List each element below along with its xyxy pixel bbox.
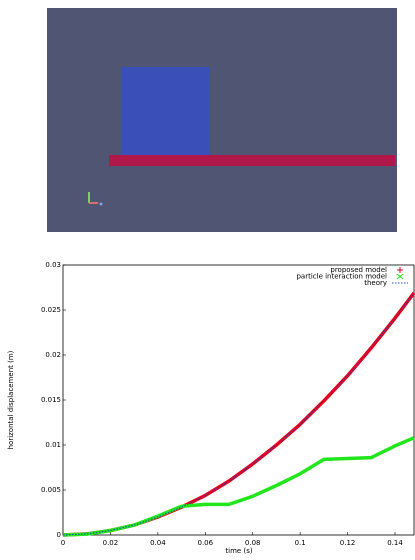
series-line — [63, 293, 414, 535]
x-tick-label: 0.06 — [198, 539, 214, 547]
x-axis-label: time (s) — [225, 547, 252, 555]
y-tick-label: 0.01 — [45, 441, 61, 449]
axis-gizmo-z — [100, 203, 103, 206]
y-tick-label: 0.03 — [45, 261, 61, 269]
x-tick-label: 0.04 — [150, 539, 166, 547]
x-tick-label: 0 — [61, 539, 65, 547]
y-tick-label: 0.005 — [41, 486, 61, 494]
y-tick-label: 0 — [57, 531, 61, 539]
figure: time (s) horizontal displacement (m) 0 0.… — [0, 0, 415, 560]
x-tick-label: 0.02 — [103, 539, 119, 547]
x-tick-label: 0.12 — [340, 539, 356, 547]
plot-frame — [63, 265, 414, 535]
series-line — [63, 293, 414, 535]
y-tick-label: 0.015 — [41, 396, 61, 404]
series-line — [63, 438, 414, 535]
fluid-block — [121, 67, 210, 156]
page: {"chart_data": { "type": "line", "xlabel… — [0, 0, 415, 560]
x-tick-label: 0.1 — [295, 539, 306, 547]
floor-particles — [109, 155, 395, 166]
x-tick-label: 0.08 — [245, 539, 261, 547]
y-tick-label: 0.025 — [41, 306, 61, 314]
x-tick-label: 0.14 — [387, 539, 403, 547]
y-axis-label: horizontal displacement (m) — [7, 350, 15, 449]
render-background — [47, 8, 397, 232]
simulation-render — [47, 8, 397, 232]
legend-label: theory — [364, 279, 387, 287]
y-tick-label: 0.02 — [45, 351, 61, 359]
